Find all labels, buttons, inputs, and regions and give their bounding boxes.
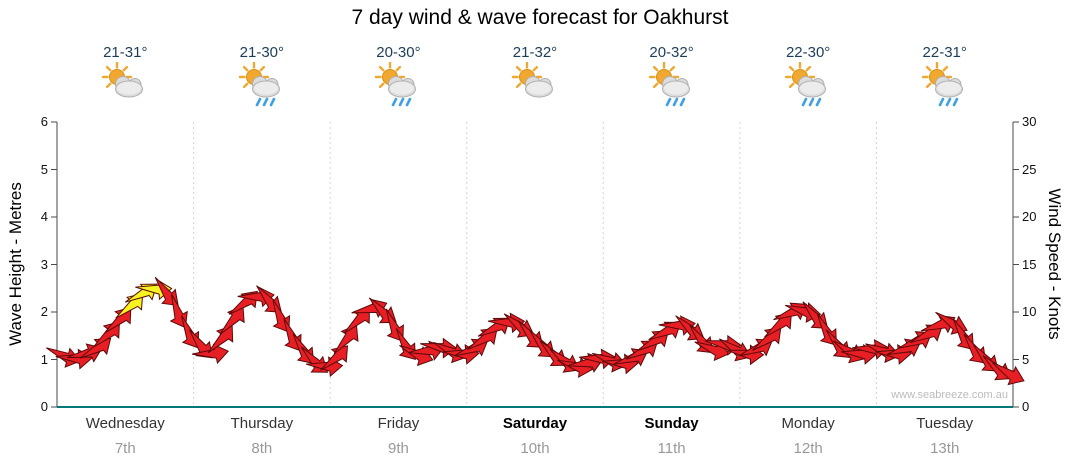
rain-drop-icon [665, 97, 671, 107]
right-axis-tick-label: 10 [1022, 304, 1037, 319]
day-label-monday: Monday [781, 415, 835, 432]
sun-ray [515, 82, 522, 89]
right-axis-tick-label: 20 [1022, 209, 1037, 224]
weather-icon-showers [238, 62, 280, 107]
wind-arrow [191, 343, 230, 365]
sun-ray [259, 65, 265, 72]
rain-drop-icon [255, 97, 262, 107]
day-date-label: 10th [520, 440, 550, 457]
day-label-friday: Friday [377, 415, 420, 432]
weather-icon-partly-cloudy [102, 62, 144, 98]
rain-drop-icon [945, 97, 952, 107]
cloud-highlight [663, 81, 688, 95]
sun-ray [379, 82, 385, 89]
rain-drop-icon [679, 97, 685, 107]
sun-ray [106, 82, 112, 89]
right-axis-tick-label: 15 [1022, 256, 1037, 272]
sun-ray [532, 65, 539, 72]
sun-ray [805, 65, 812, 72]
sun-ray [242, 82, 249, 89]
rain-drop-icon [399, 97, 405, 107]
left-axis-tick-label: 6 [40, 114, 48, 129]
right-axis-tick-label: 25 [1022, 161, 1037, 177]
rain-drop-icon [392, 97, 398, 107]
left-axis-tick-label: 0 [40, 399, 48, 414]
weather-icon-showers [784, 62, 827, 107]
rain-drop-icon [406, 97, 412, 107]
day-temp-range: 21-30° [239, 44, 285, 61]
sun-ray [379, 65, 385, 72]
sun-ray [789, 82, 795, 89]
day-date-label: 9th [387, 440, 409, 457]
cloud-highlight [117, 81, 142, 95]
right-axis-tick-label: 0 [1022, 399, 1030, 414]
sun-ray [395, 65, 402, 72]
cloud-highlight [390, 81, 415, 95]
rain-drop-icon [815, 97, 822, 107]
right-axis-tick-label: 30 [1022, 114, 1037, 129]
weather-icon-showers [375, 62, 417, 107]
sun-ray [669, 65, 675, 72]
weather-icon-showers [921, 62, 963, 107]
sun-ray [106, 65, 112, 72]
left-axis-tick-label: 5 [40, 161, 48, 177]
wind-arrow [567, 352, 605, 373]
watermark: www.seabreeze.com.au [891, 389, 1008, 401]
rain-drop-icon [262, 97, 269, 107]
day-temp-range: 21-31° [103, 44, 148, 61]
cloud-highlight [800, 81, 825, 95]
day-date-label: 8th [251, 440, 273, 457]
sun-ray [789, 65, 795, 72]
day-date-label: 11th [657, 440, 686, 457]
left-axis-tick-label: 4 [40, 209, 48, 224]
rain-drop-icon [672, 97, 678, 107]
rain-drop-icon [938, 97, 945, 107]
left-axis-tick-label: 3 [40, 256, 48, 272]
weather-icon-showers [648, 62, 690, 107]
day-label-sunday: Sunday [644, 415, 699, 432]
sun-ray [242, 65, 249, 72]
cloud-highlight [936, 81, 961, 95]
wind-arrow [992, 362, 1025, 386]
rain-drop-icon [269, 97, 276, 107]
day-date-label: 12th [793, 440, 823, 457]
right-axis-tick-label: 5 [1022, 351, 1030, 367]
left-axis-tick-label: 2 [40, 304, 48, 319]
sun-ray [515, 65, 522, 72]
day-temp-range: 20-30° [376, 44, 421, 61]
day-label-tuesday: Tuesday [916, 415, 974, 432]
weather-icon-partly-cloudy [511, 62, 553, 98]
sun-ray [652, 65, 659, 72]
day-temp-range: 22-31° [922, 44, 967, 61]
day-temp-range: 22-30° [785, 44, 831, 61]
sun-ray [652, 82, 659, 89]
day-date-label: 7th [114, 440, 136, 457]
day-label-thursday: Thursday [230, 415, 294, 432]
cloud-highlight [253, 81, 278, 95]
sun-ray [925, 65, 932, 72]
rain-drop-icon [801, 97, 808, 107]
day-temp-range: 20-32° [649, 44, 694, 61]
cloud-highlight [527, 81, 551, 95]
day-date-label: 13th [930, 440, 960, 457]
sun-ray [122, 65, 129, 72]
left-axis-tick-label: 1 [40, 351, 48, 367]
sun-ray [942, 65, 948, 72]
day-temp-range: 21-32° [512, 44, 558, 61]
rain-drop-icon [808, 97, 815, 107]
rain-drop-icon [952, 97, 959, 107]
day-label-wednesday: Wednesday [85, 415, 165, 432]
day-label-saturday: Saturday [502, 415, 568, 432]
sun-ray [925, 82, 932, 89]
page-title: 7 day wind & wave forecast for Oakhurst [351, 6, 729, 29]
